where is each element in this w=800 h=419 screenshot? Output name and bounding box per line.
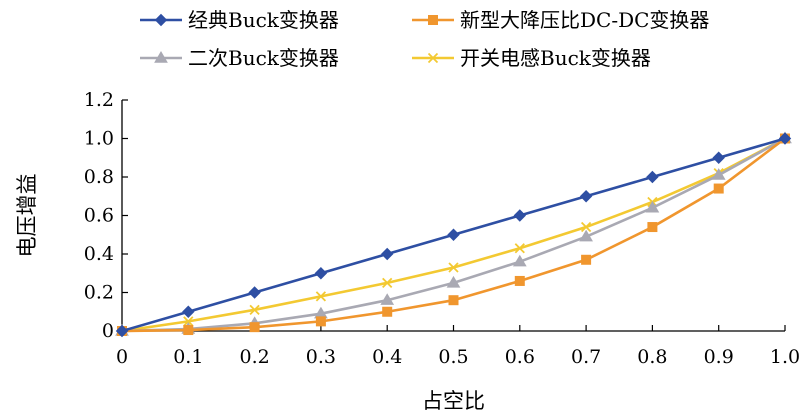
legend-item-2: 新型大降压比DC-DC变换器 (412, 8, 709, 32)
data-point (579, 229, 593, 242)
plot-area (115, 131, 792, 338)
data-point (579, 190, 593, 203)
x-marker-stroke (249, 304, 260, 315)
data-point (448, 262, 459, 273)
legend-label: 开关电感Buck变换器 (460, 46, 651, 70)
legend-swatch-marker (427, 52, 439, 64)
data-point (581, 254, 592, 265)
x-marker-stroke (427, 52, 439, 64)
data-point (248, 286, 261, 299)
data-point (380, 293, 395, 305)
data-point (382, 277, 393, 289)
legend-item-1: 经典Buck变换器 (140, 8, 339, 32)
data-point (382, 306, 393, 317)
x-tick-label: 0.4 (372, 346, 402, 368)
x-axis-title: 占空比 (422, 389, 485, 413)
data-point (778, 132, 792, 145)
x-marker-stroke (382, 277, 393, 289)
x-tick-label: 1.0 (770, 346, 800, 368)
y-axis-title: 电压增益 (15, 174, 39, 258)
data-point (514, 275, 525, 286)
y-tick-label: 1.0 (84, 128, 114, 150)
data-point (315, 316, 326, 327)
y-tick-label: 0.2 (84, 282, 114, 304)
legend-label: 经典Buck变换器 (188, 8, 339, 32)
data-point (182, 305, 195, 318)
x-marker-stroke (514, 243, 525, 254)
legend-swatch-marker (428, 15, 438, 25)
x-marker-stroke (448, 262, 459, 273)
data-point (580, 221, 592, 233)
axes: 0 0.2 0.4 0.6 0.8 1.0 1.2 0 0.1 0.2 0.3 0.4 0.5 0.6 0.… (84, 89, 800, 368)
data-point (647, 222, 658, 233)
data-point (447, 228, 460, 241)
data-point (314, 267, 328, 280)
data-point (713, 183, 724, 194)
data-point (646, 170, 659, 184)
x-marker-stroke (580, 221, 592, 233)
data-point (513, 209, 527, 222)
legend-label: 新型大降压比DC-DC变换器 (460, 8, 709, 32)
x-tick-label: 0.3 (306, 346, 336, 368)
x-marker-stroke (315, 291, 327, 302)
legend-item-3: 二次Buck变换器 (140, 46, 339, 70)
y-tick-label: 0 (102, 320, 114, 342)
data-point (380, 247, 394, 261)
data-point (512, 254, 527, 267)
data-point (183, 325, 194, 336)
legend-swatch-marker (154, 13, 168, 27)
data-point (711, 168, 726, 180)
data-point (712, 151, 725, 164)
data-point (645, 200, 660, 213)
legend-item-4: 开关电感Buck变换器 (412, 46, 651, 70)
data-point (514, 243, 525, 254)
x-tick-label: 0.5 (438, 346, 468, 368)
data-point (315, 291, 327, 302)
data-point (249, 304, 260, 315)
x-tick-label: 0.8 (637, 346, 667, 368)
data-point (448, 295, 459, 306)
x-tick-label: 0.9 (704, 346, 734, 368)
legend-swatch-marker (154, 51, 168, 63)
legend-label: 二次Buck变换器 (188, 46, 339, 70)
x-tick-label: 0.7 (571, 346, 601, 368)
y-tick-label: 0.4 (84, 243, 114, 265)
x-tick-label: 0.2 (239, 346, 269, 368)
y-tick-label: 0.6 (84, 205, 114, 227)
data-point (249, 322, 260, 333)
y-tick-label: 1.2 (84, 89, 114, 111)
x-marker-stroke (183, 316, 194, 327)
data-point (115, 324, 129, 338)
x-tick-label: 0 (116, 346, 128, 368)
x-tick-label: 0.1 (173, 346, 203, 368)
series-1 (115, 132, 792, 338)
y-tick-label: 0.8 (84, 166, 114, 188)
x-tick-label: 0.6 (505, 346, 535, 368)
data-point (446, 275, 461, 288)
data-point (183, 316, 194, 327)
